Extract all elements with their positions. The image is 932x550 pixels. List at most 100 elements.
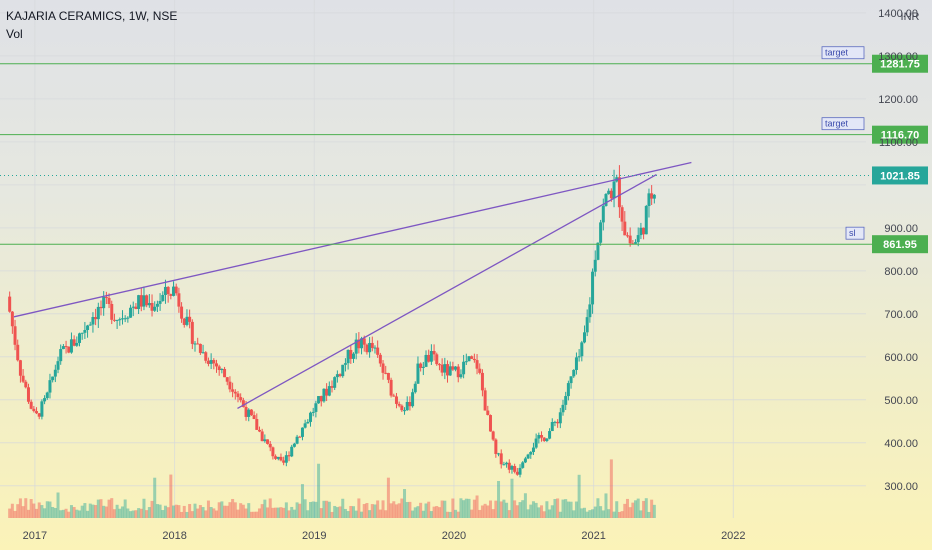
candle-body — [212, 360, 216, 364]
candle-body — [378, 354, 382, 364]
candle-body — [236, 393, 240, 398]
volume-bar — [322, 500, 326, 518]
volume-bar — [325, 500, 329, 518]
volume-bar — [201, 507, 205, 518]
candle-body — [32, 408, 36, 412]
volume-bar — [529, 504, 533, 518]
volume-bar — [601, 510, 605, 518]
candle-body — [362, 338, 366, 345]
chart-title: KAJARIA CERAMICS, 1W, NSE — [6, 9, 178, 23]
volume-bar — [303, 499, 307, 518]
candle-body — [634, 242, 638, 244]
level-tag-box — [845, 226, 865, 240]
candle-body — [488, 415, 492, 432]
candle-body — [29, 401, 33, 409]
volume-bar — [223, 505, 227, 518]
candle-body — [241, 400, 245, 407]
volume-bar — [593, 506, 597, 518]
volume-bar — [631, 502, 635, 518]
candle-body — [182, 318, 186, 325]
candle-body — [126, 317, 130, 319]
volume-bar — [252, 511, 256, 518]
candle-body — [209, 360, 213, 364]
volume-bar — [45, 501, 49, 518]
candle-body — [429, 351, 433, 362]
volume-bar — [196, 508, 200, 518]
volume-bar — [448, 511, 452, 518]
candle-body — [437, 364, 441, 366]
volume-bar — [279, 507, 283, 518]
volume-bar — [147, 507, 151, 518]
volume-bar — [260, 504, 264, 518]
volume-bar — [142, 498, 146, 518]
candle-body — [403, 410, 407, 412]
candle-body — [494, 439, 498, 454]
volume-bar — [290, 506, 294, 518]
candle-body — [607, 190, 611, 195]
candle-body — [459, 374, 463, 378]
candle-body — [545, 438, 549, 441]
volume-bar — [282, 507, 286, 518]
candle-body — [397, 403, 401, 406]
candle-body — [163, 286, 167, 295]
volume-bar — [628, 507, 632, 518]
volume-bar — [96, 499, 100, 518]
volume-bar — [435, 506, 439, 518]
volume-bar — [419, 502, 423, 518]
volume-bar — [59, 510, 63, 518]
volume-bar — [153, 477, 157, 518]
y-tick-label: 800.00 — [884, 266, 918, 278]
candle-body — [521, 462, 525, 468]
candle-body — [48, 380, 52, 393]
volume-bar — [67, 511, 71, 518]
volume-bar — [137, 508, 141, 518]
y-tick-label: 500.00 — [884, 395, 918, 407]
candle-body — [319, 396, 323, 402]
volume-bar — [26, 509, 30, 518]
price-tag-box — [872, 235, 928, 254]
candle-body — [432, 351, 436, 355]
candle-body — [287, 455, 291, 457]
candle-body — [147, 302, 151, 306]
volume-bar — [354, 510, 358, 518]
volume-bar — [56, 492, 60, 518]
candle-body — [155, 303, 159, 307]
x-tick-label: 2018 — [162, 530, 186, 542]
volume-bar — [51, 506, 55, 518]
volume-bar — [29, 499, 33, 518]
candle-body — [343, 363, 347, 365]
volume-bar — [295, 502, 299, 518]
candle-body — [188, 316, 192, 322]
candle-body — [59, 349, 63, 362]
candle-body — [625, 235, 629, 237]
volume-bar — [451, 498, 455, 518]
candle-body — [172, 286, 176, 296]
volume-bar — [193, 503, 197, 518]
volume-bar — [314, 501, 318, 518]
volume-bar — [588, 510, 592, 518]
candle-body — [330, 386, 334, 388]
volume-bar — [534, 502, 538, 518]
volume-bar — [327, 501, 331, 518]
candle-body — [104, 296, 108, 298]
candle-body — [244, 406, 248, 417]
candle-body — [351, 353, 355, 359]
candle-body — [335, 374, 339, 378]
volume-bar — [274, 507, 278, 518]
candle-body — [550, 422, 554, 432]
candle-body — [464, 361, 468, 363]
candle-body — [534, 438, 538, 448]
volume-bar — [510, 478, 514, 518]
volume-bar — [617, 511, 621, 518]
volume-bar — [110, 498, 114, 518]
volume-bar — [166, 507, 170, 518]
candle-body — [609, 190, 613, 199]
volume-bar — [384, 510, 388, 518]
volume-bar — [43, 508, 47, 518]
candle-body — [67, 346, 71, 353]
volume-bar — [623, 503, 627, 518]
candle-body — [373, 347, 377, 349]
candle-body — [94, 317, 98, 320]
